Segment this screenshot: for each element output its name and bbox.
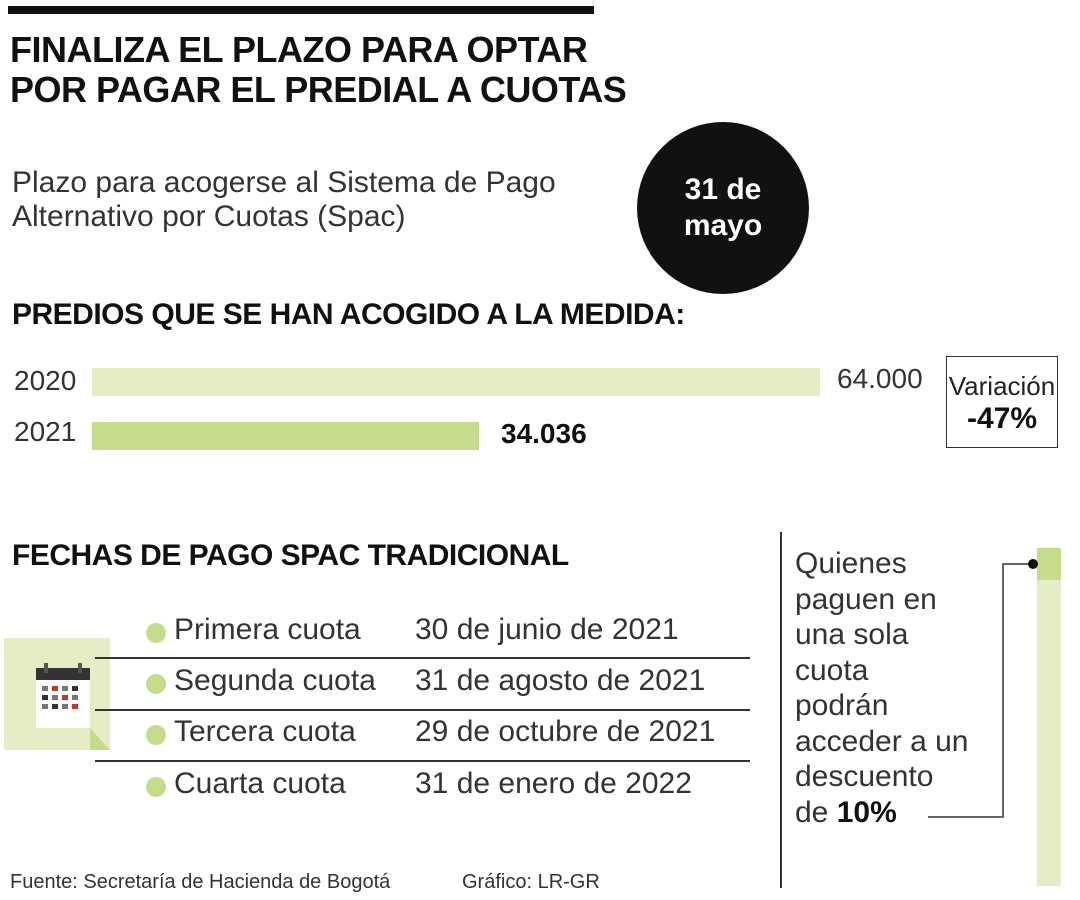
page-title: FINALIZA EL PLAZO PARA OPTAR POR PAGAR E… [10, 30, 630, 110]
title-line-1: FINALIZA EL PLAZO PARA OPTAR [10, 29, 588, 70]
predios-heading: PREDIOS QUE SE HAN ACOGIDO A LA MEDIDA: [12, 298, 685, 331]
note-line: podrán [795, 689, 889, 722]
accent-bar-cap [1037, 548, 1061, 580]
row-label: Segunda cuota [174, 664, 376, 697]
row-label: Tercera cuota [174, 715, 356, 748]
source-note: Fuente: Secretaría de Hacienda de Bogotá [10, 871, 391, 893]
connector-line [928, 559, 1038, 818]
row-bullet [146, 623, 166, 643]
note-line: descuento [795, 760, 934, 793]
row-date: 29 de octubre de 2021 [415, 715, 716, 748]
variation-value: -47% [966, 402, 1038, 435]
calendar-icon [4, 638, 110, 750]
fechas-heading: FECHAS DE PAGO SPAC TRADICIONAL [12, 539, 569, 572]
note-line: cuota [795, 653, 869, 687]
title-line-2: POR PAGAR EL PREDIAL A CUOTAS [10, 69, 627, 110]
top-rule [8, 6, 594, 14]
subtitle: Plazo para acogerse al Sistema de Pago A… [12, 166, 612, 234]
note-last-line: de 10% [795, 795, 995, 831]
chart-category-label: 2020 [14, 365, 77, 396]
note-line: Quienes [795, 547, 907, 580]
note-line: paguen en [795, 582, 937, 616]
variation-box: Variación -47% [946, 356, 1058, 448]
row-date: 30 de junio de 2021 [415, 613, 679, 646]
note-line: una sola [795, 618, 909, 651]
discount-value: 10% [836, 795, 897, 829]
chart-bar-2021 [92, 422, 479, 450]
deadline-badge: 31 de mayo [637, 122, 809, 294]
row-date: 31 de enero de 2022 [415, 767, 692, 800]
row-date: 31 de agosto de 2021 [415, 664, 706, 697]
accent-bar [1037, 548, 1061, 886]
chart-category-label: 2021 [14, 416, 77, 447]
discount-note: Quienes paguen en una sola cuota podrán … [795, 546, 995, 830]
note-prefix: de [795, 795, 837, 829]
row-label: Cuarta cuota [174, 767, 346, 800]
subtitle-line-2: Alternativo por Cuotas (Spac) [12, 200, 406, 233]
deadline-line-1: 31 de [684, 173, 762, 206]
row-label: Primera cuota [174, 613, 361, 646]
row-bullet [146, 674, 166, 694]
row-divider [95, 760, 750, 762]
deadline-line-2: mayo [683, 209, 763, 242]
chart-value-label-2021: 34.036 [501, 418, 587, 449]
chart-value-label-2020: 64.000 [837, 363, 923, 394]
subtitle-line-1: Plazo para acogerse al Sistema de Pago [12, 166, 556, 199]
note-line: acceder a un [795, 724, 969, 758]
variation-label: Variación [948, 371, 1056, 401]
row-divider [95, 657, 750, 659]
row-divider [95, 709, 750, 711]
chart-bar-2020 [92, 368, 820, 396]
graphic-credit: Gráfico: LR-GR [462, 871, 600, 893]
row-bullet [146, 777, 166, 797]
row-bullet [146, 725, 166, 745]
column-divider [780, 532, 782, 888]
